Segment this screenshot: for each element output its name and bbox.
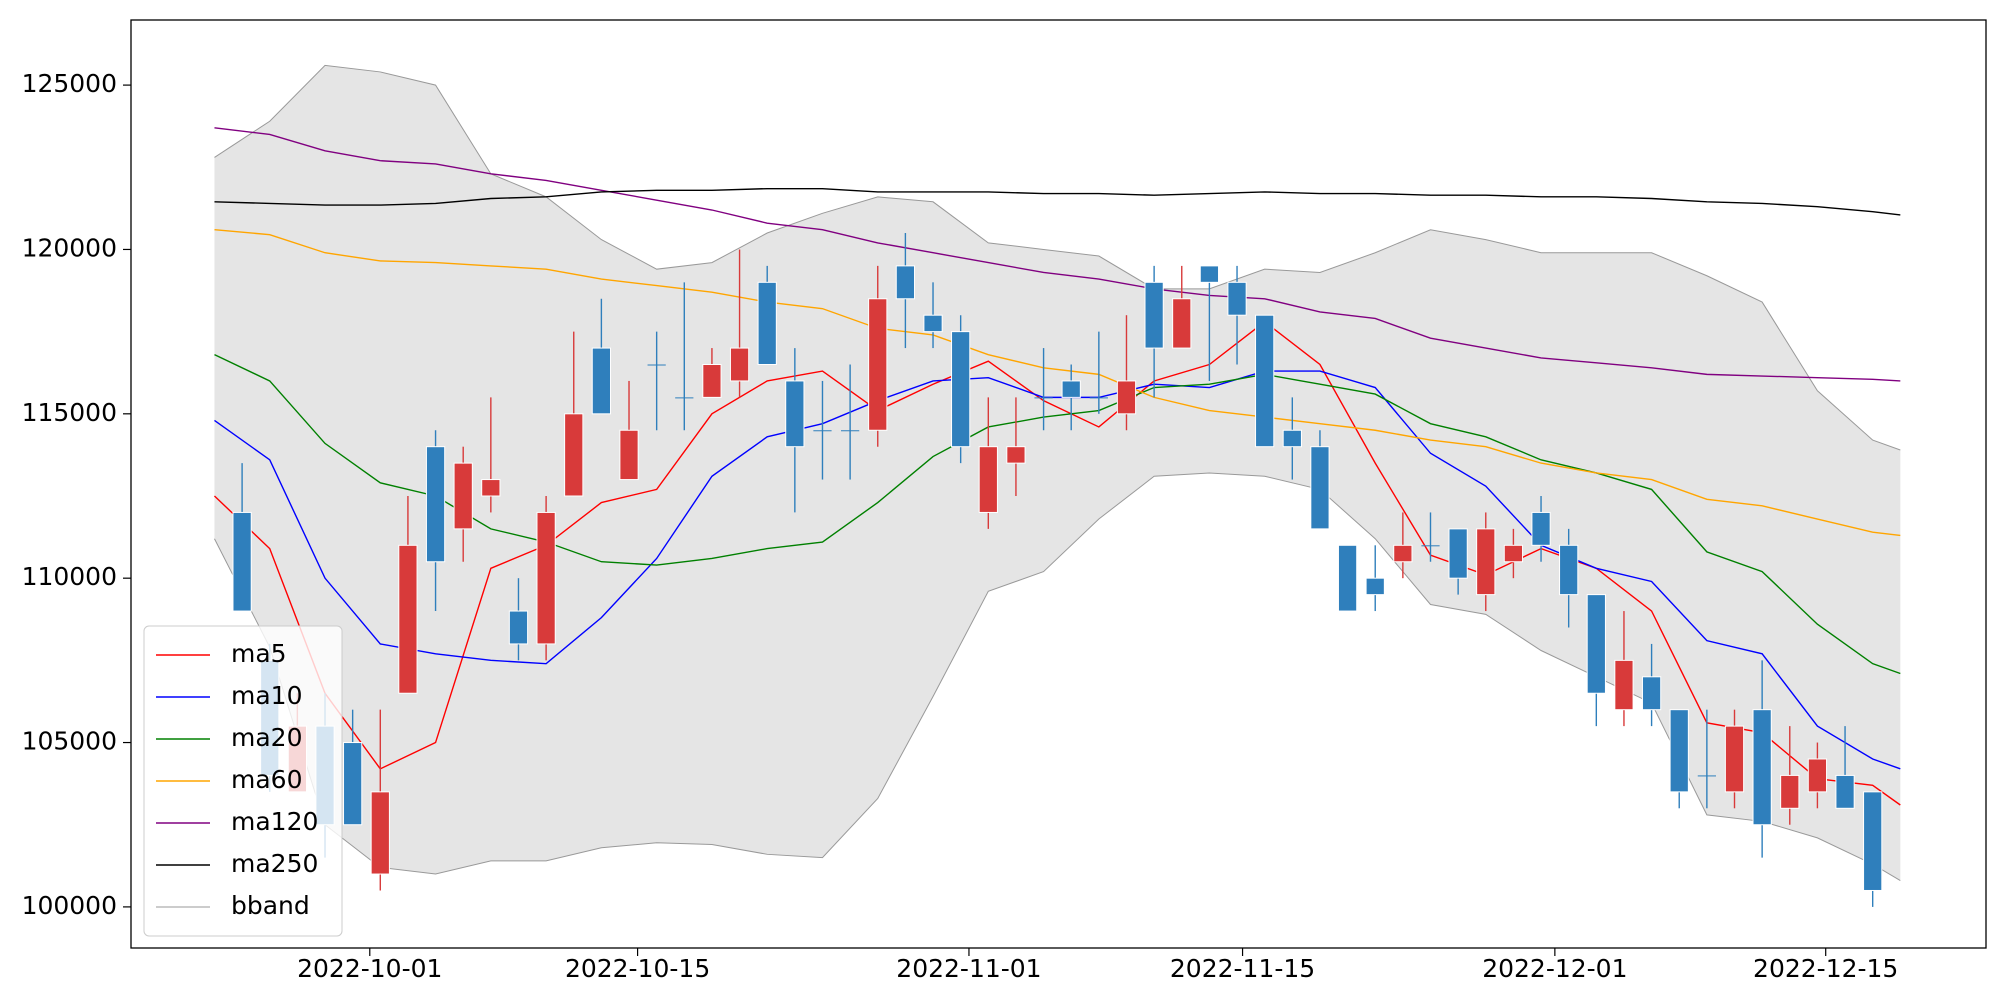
bband-area xyxy=(214,65,1901,881)
candle-body xyxy=(1006,446,1026,464)
candle-body xyxy=(1172,298,1192,349)
ma-line xyxy=(214,127,1901,382)
candle-body xyxy=(1559,544,1579,596)
x-tick-label: 2022-12-01 xyxy=(1482,954,1627,983)
candle-body xyxy=(1034,397,1053,399)
candle-body xyxy=(453,462,473,530)
candle-body xyxy=(398,544,418,694)
candle-body xyxy=(1310,446,1330,530)
legend-label: ma10 xyxy=(231,681,302,710)
x-tick-label: 2022-12-15 xyxy=(1753,954,1898,983)
candle-body xyxy=(370,791,390,875)
ma-line xyxy=(214,187,1901,216)
candle-body xyxy=(923,314,943,333)
y-tick-label: 120000 xyxy=(22,233,117,262)
candle-body xyxy=(1393,544,1413,563)
candle-body xyxy=(1503,544,1524,563)
y-tick-label: 125000 xyxy=(22,69,117,98)
candle-body xyxy=(481,479,501,497)
legend: ma5 ma10 ma20 ma60 ma120 ma250 bband xyxy=(143,625,343,937)
candle-body xyxy=(1531,511,1551,546)
candle-body xyxy=(1227,281,1247,316)
candle-body xyxy=(647,364,666,366)
candle-body xyxy=(536,511,556,645)
candle-body xyxy=(1116,380,1137,415)
x-tick-label: 2022-10-15 xyxy=(565,954,710,983)
candle-body xyxy=(675,397,694,399)
legend-label: bband xyxy=(231,891,310,920)
candle-body xyxy=(813,430,832,432)
candle-body xyxy=(1144,281,1164,349)
candle-body xyxy=(619,429,639,481)
candle-body xyxy=(1365,577,1385,596)
candle-body xyxy=(1476,528,1496,596)
candle-body xyxy=(1641,676,1662,711)
candle-body xyxy=(1255,314,1275,448)
candle-body xyxy=(1807,758,1828,793)
candle-body xyxy=(343,742,363,826)
candle-body xyxy=(564,413,584,497)
legend-label: ma250 xyxy=(231,849,318,878)
legend-label: ma5 xyxy=(231,639,287,668)
y-tick-label: 110000 xyxy=(22,562,117,591)
candle-body xyxy=(702,364,722,398)
candle-body xyxy=(978,446,998,513)
candle-body xyxy=(1614,659,1634,711)
candle-body xyxy=(425,446,446,563)
candle-body xyxy=(1669,709,1689,793)
candle-body xyxy=(508,610,529,645)
candle-body xyxy=(895,265,916,300)
candle-body xyxy=(1752,709,1772,826)
candle-body xyxy=(1724,725,1745,793)
candle-body xyxy=(1337,544,1358,612)
legend-box xyxy=(143,625,343,937)
candle-body xyxy=(1780,774,1800,809)
plot-frame xyxy=(130,19,1987,949)
candle-body xyxy=(1199,265,1220,283)
candle-body xyxy=(1282,429,1302,448)
y-tick-label: 105000 xyxy=(22,727,117,756)
candle-body xyxy=(1863,791,1883,891)
legend-label: ma120 xyxy=(231,807,318,836)
y-tick-label: 100000 xyxy=(22,891,117,920)
candle-body xyxy=(868,298,888,431)
candle-body xyxy=(1448,528,1468,579)
legend-label: ma60 xyxy=(231,765,302,794)
candle-body xyxy=(232,511,252,612)
candle-body xyxy=(785,380,805,448)
candle-body xyxy=(1089,397,1108,399)
candle-body xyxy=(729,347,750,382)
x-tick-label: 2022-11-01 xyxy=(896,954,1041,983)
candle-body xyxy=(840,430,860,432)
candle-body xyxy=(1061,380,1081,398)
bband-upper xyxy=(214,64,1901,451)
x-tick-label: 2022-10-01 xyxy=(297,954,442,983)
y-tick-label: 115000 xyxy=(22,398,117,427)
legend-label: ma20 xyxy=(231,723,302,752)
candle-body xyxy=(1586,594,1606,694)
candle-body xyxy=(1835,774,1855,809)
plot-area xyxy=(213,64,1901,907)
candle-body xyxy=(591,347,612,415)
x-tick-label: 2022-11-15 xyxy=(1170,954,1315,983)
candle-body xyxy=(1421,545,1440,547)
candle-body xyxy=(757,281,777,366)
candle-body xyxy=(951,331,971,448)
candle-body xyxy=(1697,775,1716,777)
